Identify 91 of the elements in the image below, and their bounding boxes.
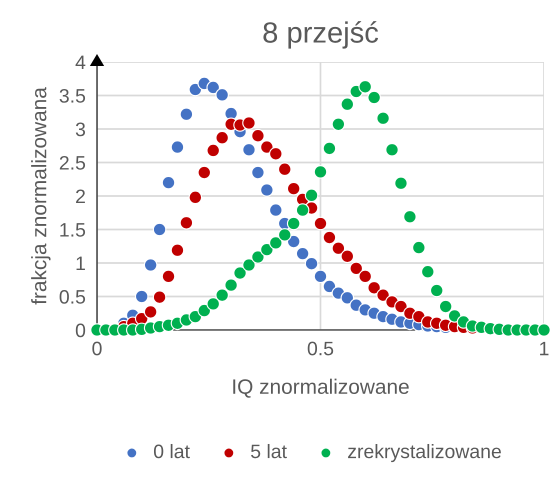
point	[269, 236, 283, 250]
point	[385, 143, 399, 157]
point	[215, 130, 229, 144]
point	[358, 80, 372, 94]
point	[251, 250, 265, 264]
point	[144, 258, 158, 272]
point	[322, 142, 336, 156]
point	[286, 216, 300, 230]
point	[438, 300, 452, 314]
point	[188, 190, 202, 204]
chart-title: 8 przejść	[263, 21, 378, 49]
point	[430, 284, 444, 298]
y-tick-label: 2.5	[60, 156, 86, 170]
point	[340, 250, 354, 264]
point	[314, 165, 328, 179]
point	[170, 140, 184, 154]
point	[215, 288, 229, 302]
point	[198, 166, 212, 180]
point	[170, 244, 184, 258]
point	[260, 140, 274, 154]
legend-label: 5 lat	[251, 444, 287, 458]
point	[152, 222, 166, 236]
y-tick-label: 0	[76, 323, 86, 338]
point	[269, 203, 283, 217]
point	[367, 281, 381, 295]
point	[162, 270, 176, 284]
y-tick-label: 4	[76, 56, 86, 70]
point	[215, 88, 229, 102]
point	[134, 290, 148, 304]
point	[224, 278, 238, 292]
point	[412, 240, 426, 254]
point	[448, 309, 462, 323]
point	[304, 256, 318, 270]
y-tick-label: 1.5	[60, 223, 86, 237]
point	[206, 144, 220, 158]
point	[376, 112, 390, 126]
point	[188, 82, 202, 96]
point	[322, 230, 336, 244]
point	[286, 234, 300, 248]
y-axis-title: frakcja znormalizowana	[31, 87, 51, 305]
point	[260, 183, 274, 197]
y-tick-label: 3	[76, 122, 86, 136]
y-tick-label: 2	[76, 189, 85, 204]
point	[198, 304, 212, 318]
point	[242, 258, 256, 272]
x-tick-label: 1	[540, 342, 548, 356]
point	[340, 291, 354, 305]
point	[251, 166, 265, 180]
point	[296, 203, 310, 217]
point	[537, 323, 550, 337]
x-tick-label: 0.5	[308, 342, 334, 356]
point	[394, 300, 408, 314]
point	[296, 246, 310, 260]
point	[340, 97, 354, 111]
point	[322, 280, 336, 294]
point	[152, 290, 166, 304]
point	[349, 262, 364, 276]
x-axis-title: IQ znormalizowane	[233, 378, 409, 398]
point	[206, 297, 220, 311]
point	[260, 242, 274, 256]
legend-label: zrekrystalizowane	[348, 444, 501, 462]
point	[242, 143, 256, 157]
point	[358, 270, 372, 284]
point	[269, 147, 283, 161]
x-tick-label: 0	[92, 342, 102, 356]
point	[421, 264, 435, 278]
point	[180, 107, 194, 122]
point	[180, 216, 194, 230]
point	[278, 162, 292, 176]
point	[162, 176, 176, 190]
point	[206, 80, 220, 94]
legend-label: 0 lat	[154, 444, 190, 458]
y-tick-label: 1	[76, 256, 85, 270]
point	[314, 216, 328, 230]
point	[314, 270, 328, 284]
point	[394, 176, 408, 190]
point	[286, 182, 300, 196]
point	[188, 310, 202, 324]
point	[367, 90, 381, 104]
y-tick-label: 0.5	[60, 290, 86, 304]
point	[251, 128, 265, 142]
point	[403, 210, 417, 224]
point	[242, 116, 256, 130]
point	[278, 228, 292, 242]
point	[376, 288, 390, 302]
point	[144, 305, 158, 319]
point	[332, 118, 346, 132]
point	[332, 241, 346, 256]
point	[233, 266, 247, 280]
point	[304, 188, 318, 202]
y-tick-label: 3.5	[60, 88, 86, 103]
